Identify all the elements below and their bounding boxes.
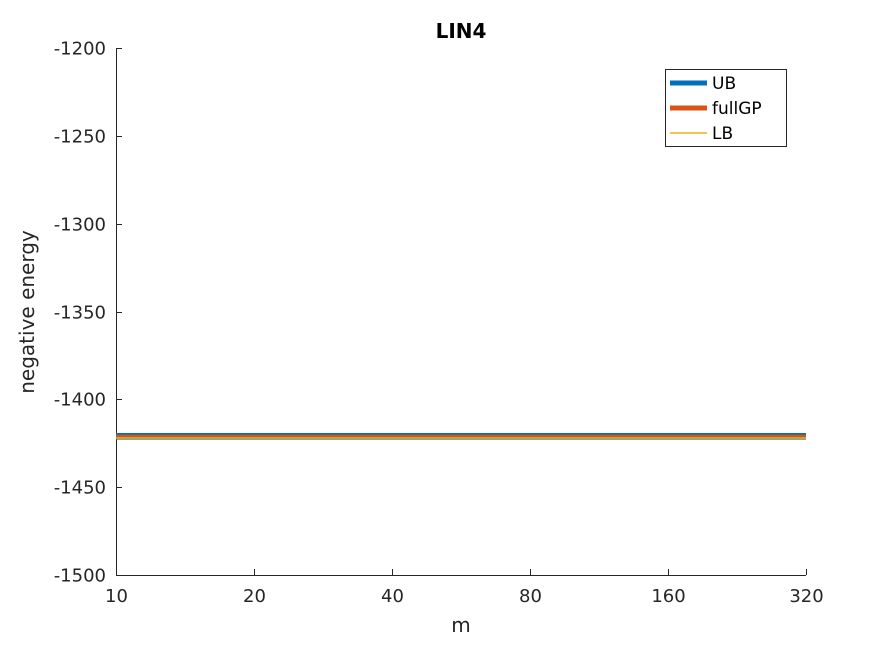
y-tick-label: -1250: [54, 127, 106, 148]
y-tick-label: -1500: [54, 566, 106, 587]
y-ticks: -1200 -1250 -1300 -1350 -1400 -1450 -1500: [54, 39, 122, 587]
x-axis-label: m: [451, 613, 470, 637]
y-tick-label: -1400: [54, 390, 106, 411]
x-tick-label: 10: [105, 586, 128, 607]
legend-label-lb: LB: [712, 124, 733, 144]
y-axis-label: negative energy: [15, 230, 39, 394]
series-lines: [116, 433, 806, 440]
chart-title: LIN4: [436, 19, 487, 43]
y-tick-label: -1350: [54, 303, 106, 324]
y-tick-label: -1200: [54, 39, 106, 60]
x-tick-label: 160: [651, 586, 685, 607]
y-tick-label: -1300: [54, 215, 106, 236]
x-tick-label: 40: [381, 586, 404, 607]
x-ticks: 10 20 40 80 160 320: [105, 569, 824, 607]
x-tick-label: 20: [243, 586, 266, 607]
x-tick-label: 320: [789, 586, 823, 607]
legend-label-fullgp: fullGP: [712, 99, 762, 119]
y-tick-label: -1450: [54, 478, 106, 499]
x-tick-label: 80: [519, 586, 542, 607]
legend-label-ub: UB: [712, 74, 736, 94]
legend: UB fullGP LB: [665, 69, 787, 147]
